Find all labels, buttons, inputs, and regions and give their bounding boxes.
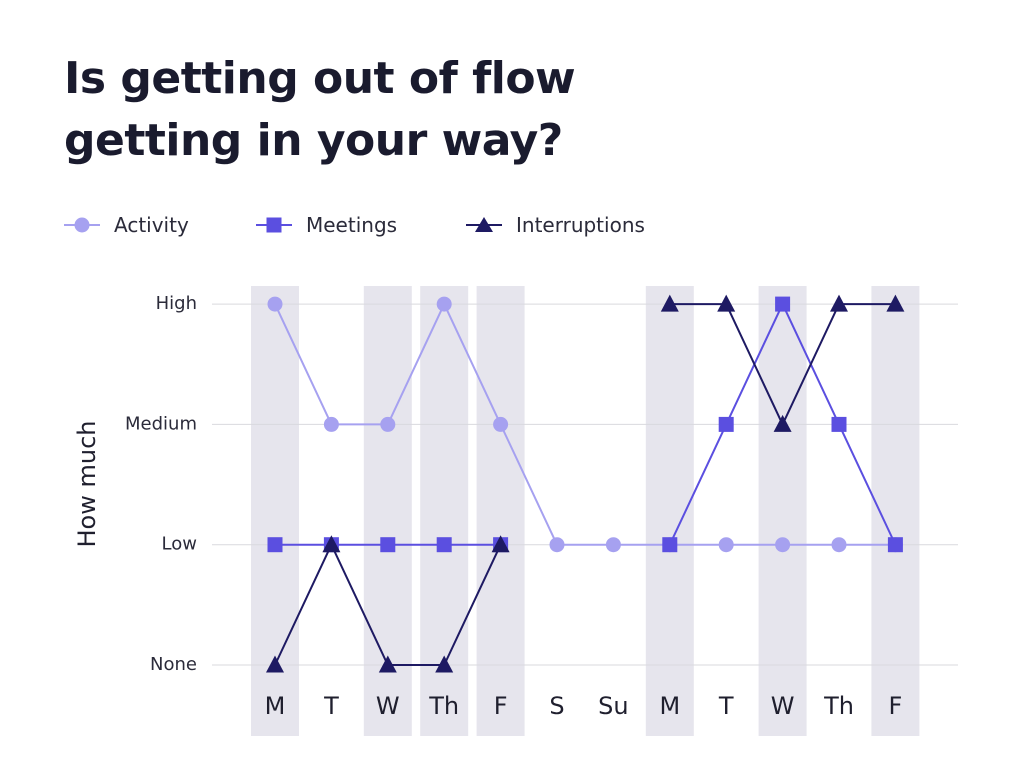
data-point-meetings: [718, 416, 734, 432]
data-point-interruptions: [435, 655, 454, 673]
x-tick-label: Th: [428, 692, 459, 720]
data-point-activity: [323, 416, 339, 432]
x-tick-label: M: [659, 692, 680, 720]
data-point-meetings: [775, 296, 791, 312]
chart-title: Is getting out of flow getting in your w…: [64, 48, 576, 172]
shaded-band: [476, 286, 525, 736]
chart-title-line-2: getting in your way?: [64, 115, 563, 166]
legend-label-meetings: Meetings: [306, 213, 398, 237]
x-tick-label: T: [323, 692, 339, 720]
legend-item-activity: Activity: [64, 209, 189, 241]
data-point-activity: [380, 416, 396, 432]
data-point-interruptions: [378, 655, 397, 673]
y-axis-ticks: None Low Medium High: [125, 293, 197, 675]
data-point-interruptions: [886, 294, 905, 312]
series-layer: [266, 294, 905, 673]
data-point-interruptions: [491, 535, 510, 553]
x-tick-label: W: [376, 692, 400, 720]
data-point-interruptions: [717, 294, 736, 312]
data-point-interruptions: [322, 535, 341, 553]
data-point-interruptions: [830, 294, 848, 312]
legend-label-activity: Activity: [114, 213, 189, 237]
data-point-meetings: [380, 537, 396, 553]
series-line-activity: [274, 303, 896, 546]
data-point-activity: [267, 296, 283, 312]
x-tick-label: S: [549, 692, 564, 720]
data-point-activity: [436, 296, 452, 312]
series-interruptions: [266, 294, 905, 673]
legend-item-interruptions: Interruptions: [466, 209, 645, 241]
y-tick-label: Low: [162, 534, 197, 555]
data-point-meetings: [436, 537, 452, 553]
data-point-activity: [493, 416, 509, 432]
data-point-interruptions: [773, 414, 792, 432]
x-tick-label: F: [888, 692, 902, 720]
x-tick-label: W: [771, 692, 795, 720]
data-point-interruptions: [266, 655, 284, 673]
legend-interruptions-triangle-icon: [466, 217, 502, 232]
weekday-bands: [251, 286, 920, 736]
y-tick-label: None: [150, 654, 197, 675]
legend: Activity Meetings Interruptions: [0, 209, 1024, 241]
y-tick-label: High: [156, 293, 197, 314]
x-tick-label: T: [718, 692, 734, 720]
data-point-activity: [605, 537, 621, 553]
legend-item-meetings: Meetings: [256, 209, 397, 241]
x-axis-ticks: M T W Th F S Su M T W Th F: [265, 692, 903, 720]
x-tick-label: M: [265, 692, 286, 720]
legend-meetings-square-icon: [256, 217, 292, 233]
data-point-activity: [831, 537, 847, 553]
data-point-meetings: [887, 537, 903, 553]
data-point-meetings: [831, 416, 847, 432]
legend-activity-circle-icon: [64, 217, 100, 233]
shaded-band: [758, 286, 807, 736]
gridlines: [212, 303, 958, 666]
x-tick-label: Su: [598, 692, 628, 720]
data-point-activity: [718, 537, 734, 553]
legend-label-interruptions: Interruptions: [516, 213, 645, 237]
data-point-meetings: [267, 537, 283, 553]
x-tick-label: F: [494, 692, 508, 720]
y-tick-label: Medium: [125, 413, 197, 434]
data-point-interruptions: [660, 294, 679, 312]
y-axis-title: How much: [73, 421, 101, 548]
data-point-activity: [549, 537, 565, 553]
data-point-activity: [775, 537, 791, 553]
x-tick-label: Th: [823, 692, 854, 720]
chart-title-line-1: Is getting out of flow: [64, 53, 576, 104]
data-point-meetings: [662, 537, 678, 553]
